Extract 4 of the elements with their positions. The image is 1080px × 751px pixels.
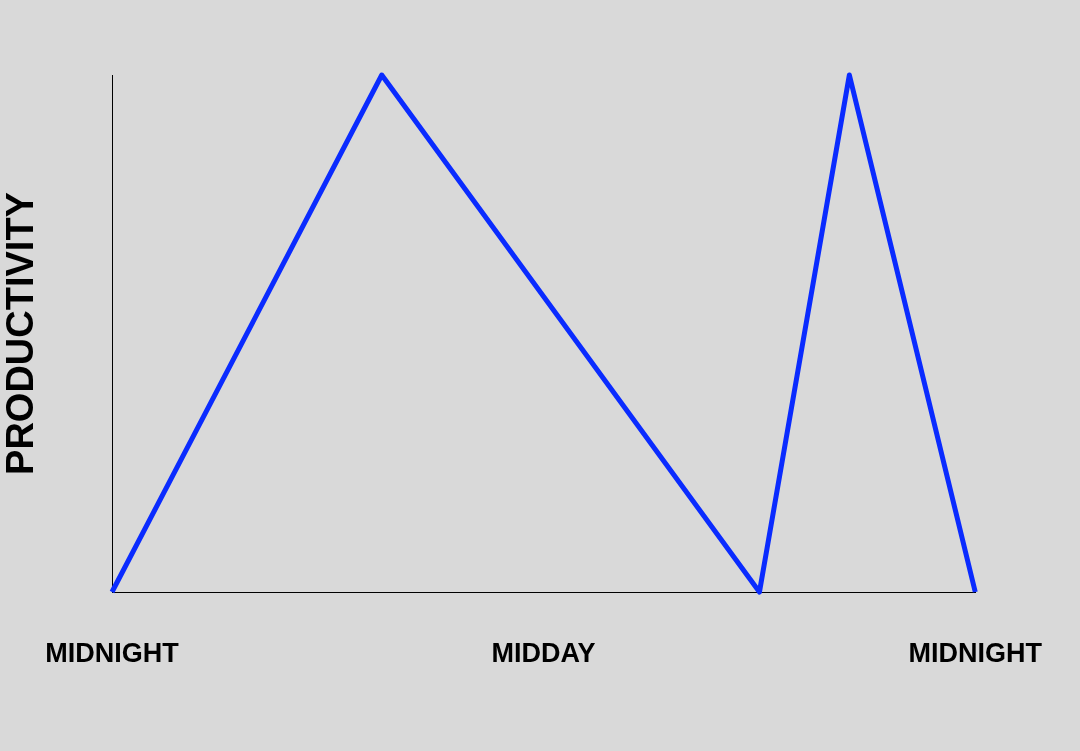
x-tick-label: MIDNIGHT	[908, 637, 1043, 668]
x-tick-label: MIDNIGHT	[45, 637, 180, 668]
y-axis-title: PRODUCTIVITY	[0, 192, 42, 475]
x-tick-label: MIDDAY	[491, 637, 596, 668]
